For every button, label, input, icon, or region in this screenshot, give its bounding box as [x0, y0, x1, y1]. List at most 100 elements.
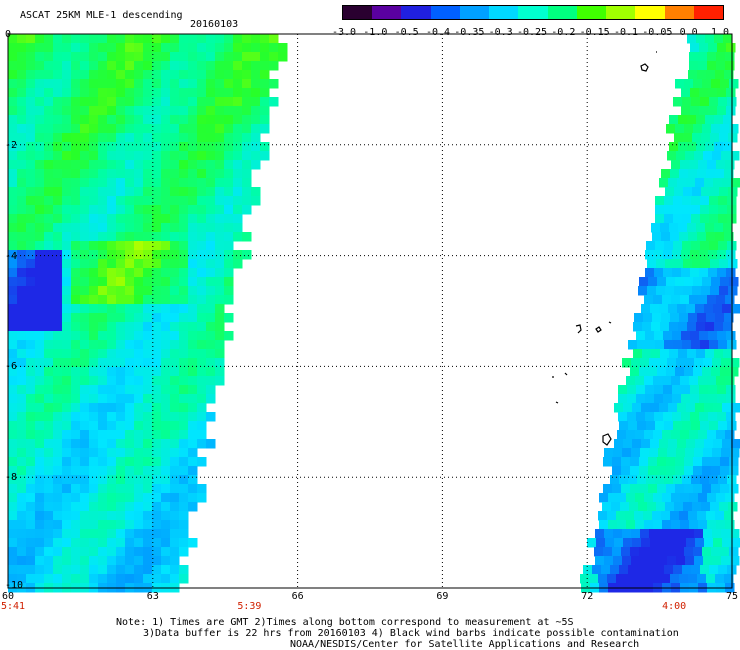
swath-west-cell — [80, 565, 90, 575]
swath-west-cell — [98, 547, 108, 557]
swath-east-cell — [724, 574, 734, 584]
swath-west-cell — [215, 151, 225, 161]
swath-west-cell — [53, 340, 63, 350]
swath-east-cell — [671, 295, 681, 305]
swath-east-cell — [729, 547, 739, 557]
swath-west-cell — [17, 106, 27, 116]
swath-west-cell — [53, 331, 63, 341]
swath-west-cell — [152, 358, 162, 368]
swath-east-cell — [723, 322, 733, 332]
swath-east-cell — [684, 277, 694, 287]
swath-west-cell — [161, 331, 171, 341]
swath-west-cell — [134, 268, 144, 278]
swath-east-cell — [726, 385, 736, 395]
swath-west-cell — [206, 322, 216, 332]
swath-east-cell — [726, 412, 736, 422]
swath-east-cell — [662, 376, 672, 386]
swath-west-cell — [161, 205, 171, 215]
swath-west-cell — [143, 430, 153, 440]
swath-west-cell — [89, 511, 99, 521]
swath-west-cell — [53, 502, 63, 512]
swath-west-cell — [215, 331, 225, 341]
swath-west-cell — [134, 529, 144, 539]
swath-east-cell — [690, 43, 700, 53]
swath-west-cell — [107, 223, 117, 233]
swath-west-cell — [44, 421, 54, 431]
swath-east-cell — [616, 574, 626, 584]
swath-west-cell — [269, 43, 279, 53]
swath-west-cell — [179, 304, 189, 314]
swath-east-cell — [706, 574, 716, 584]
swath-west-cell — [170, 70, 180, 80]
swath-west-cell — [143, 178, 153, 188]
swath-east-cell — [681, 250, 691, 260]
swath-west-cell — [107, 493, 117, 503]
swath-east-cell — [699, 106, 709, 116]
swath-west-cell — [143, 367, 153, 377]
swath-west-cell — [134, 520, 144, 530]
swath-west-cell — [89, 502, 99, 512]
swath-west-cell — [179, 529, 189, 539]
swath-west-cell — [62, 349, 72, 359]
swath-east-cell — [607, 511, 617, 521]
swath-west-cell — [188, 484, 198, 494]
swath-east-cell — [603, 457, 613, 467]
swath-east-cell — [700, 196, 710, 206]
swath-west-cell — [107, 214, 117, 224]
swath-west-cell — [152, 169, 162, 179]
swath-west-cell — [215, 349, 225, 359]
swath-west-cell — [116, 34, 126, 44]
swath-west-cell — [170, 457, 180, 467]
swath-west-cell — [197, 250, 207, 260]
swath-west-cell — [26, 421, 36, 431]
swath-west-cell — [107, 457, 117, 467]
swath-west-cell — [26, 286, 36, 296]
swath-west-cell — [152, 268, 162, 278]
colorbar-swatch — [401, 6, 432, 19]
swath-east-cell — [647, 502, 657, 512]
swath-west-cell — [80, 34, 90, 44]
swath-east-cell — [691, 475, 701, 485]
swath-west-cell — [53, 169, 63, 179]
swath-east-cell — [696, 115, 706, 125]
swath-west-cell — [98, 241, 108, 251]
swath-west-cell — [116, 502, 126, 512]
swath-west-cell — [44, 277, 54, 287]
swath-west-cell — [134, 565, 144, 575]
colorbar-tick-label: 1.0 — [710, 27, 730, 38]
swath-west-cell — [98, 223, 108, 233]
swath-east-cell — [694, 448, 704, 458]
swath-west-cell — [98, 430, 108, 440]
swath-west-cell — [98, 52, 108, 62]
swath-west-cell — [107, 484, 117, 494]
swath-west-cell — [134, 313, 144, 323]
swath-east-cell — [666, 367, 676, 377]
swath-east-cell — [633, 349, 643, 359]
swath-east-cell — [691, 565, 701, 575]
swath-east-cell — [595, 556, 605, 566]
island-outline — [640, 63, 649, 72]
swath-west-cell — [35, 160, 45, 170]
swath-west-cell — [152, 232, 162, 242]
swath-east-cell — [717, 43, 727, 53]
swath-west-cell — [260, 97, 270, 107]
swath-east-cell — [620, 502, 630, 512]
swath-west-cell — [125, 178, 135, 188]
swath-east-cell — [692, 133, 702, 143]
lat-tick-label: 0 — [5, 29, 12, 40]
swath-east-cell — [640, 529, 650, 539]
swath-west-cell — [188, 331, 198, 341]
swath-west-cell — [134, 232, 144, 242]
swath-west-cell — [152, 547, 162, 557]
swath-east-cell — [625, 511, 635, 521]
swath-west-cell — [125, 142, 135, 152]
swath-west-cell — [89, 313, 99, 323]
swath-east-cell — [680, 493, 690, 503]
swath-west-cell — [188, 430, 198, 440]
swath-west-cell — [152, 205, 162, 215]
swath-west-cell — [215, 340, 225, 350]
swath-west-cell — [26, 70, 36, 80]
swath-west-cell — [89, 160, 99, 170]
swath-west-cell — [224, 250, 234, 260]
swath-west-cell — [143, 133, 153, 143]
